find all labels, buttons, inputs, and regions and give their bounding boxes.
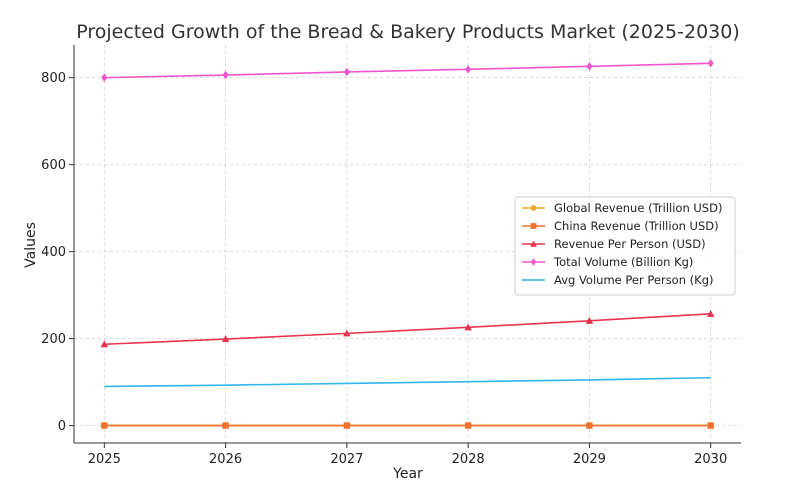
series-2 <box>101 310 715 347</box>
y-tick-label: 200 <box>41 332 66 347</box>
data-point <box>586 62 592 70</box>
legend-label: China Revenue (Trillion USD) <box>554 219 719 233</box>
legend-label: Avg Volume Per Person (Kg) <box>554 273 713 287</box>
x-tick-label: 2025 <box>88 452 121 467</box>
x-tick-label: 2028 <box>452 452 485 467</box>
legend-swatch-marker <box>531 223 537 229</box>
legend-label: Total Volume (Billion Kg) <box>553 255 693 269</box>
legend-swatch-marker <box>531 205 537 211</box>
series-line <box>104 63 710 77</box>
series-1 <box>101 422 714 428</box>
series-4 <box>104 378 710 387</box>
x-axis-title: Year <box>392 466 423 482</box>
legend-label: Revenue Per Person (USD) <box>554 237 706 251</box>
data-point <box>465 422 471 428</box>
y-tick-label: 0 <box>58 419 66 434</box>
y-tick-label: 800 <box>41 71 66 86</box>
data-point <box>708 59 714 67</box>
series-line <box>104 314 710 344</box>
data-point <box>344 422 350 428</box>
y-axis-title: Values <box>23 222 39 268</box>
data-point <box>707 422 713 428</box>
data-point <box>344 68 350 76</box>
data-point <box>222 422 228 428</box>
y-tick-label: 600 <box>41 158 66 173</box>
data-point <box>101 422 107 428</box>
data-point <box>101 73 107 81</box>
data-point <box>586 422 592 428</box>
series-3 <box>101 59 713 82</box>
x-tick-label: 2027 <box>330 452 363 467</box>
legend: Global Revenue (Trillion USD) China Reven… <box>515 197 735 295</box>
chart-title: Projected Growth of the Bread & Bakery P… <box>76 21 740 43</box>
x-tick-label: 2030 <box>694 452 727 467</box>
x-tick-label: 2026 <box>209 452 242 467</box>
data-point <box>223 71 229 79</box>
x-tick-label: 2029 <box>573 452 606 467</box>
legend-label: Global Revenue (Trillion USD) <box>554 201 722 215</box>
y-tick-label: 400 <box>41 245 66 260</box>
series-line <box>104 378 710 387</box>
data-point <box>465 65 471 73</box>
